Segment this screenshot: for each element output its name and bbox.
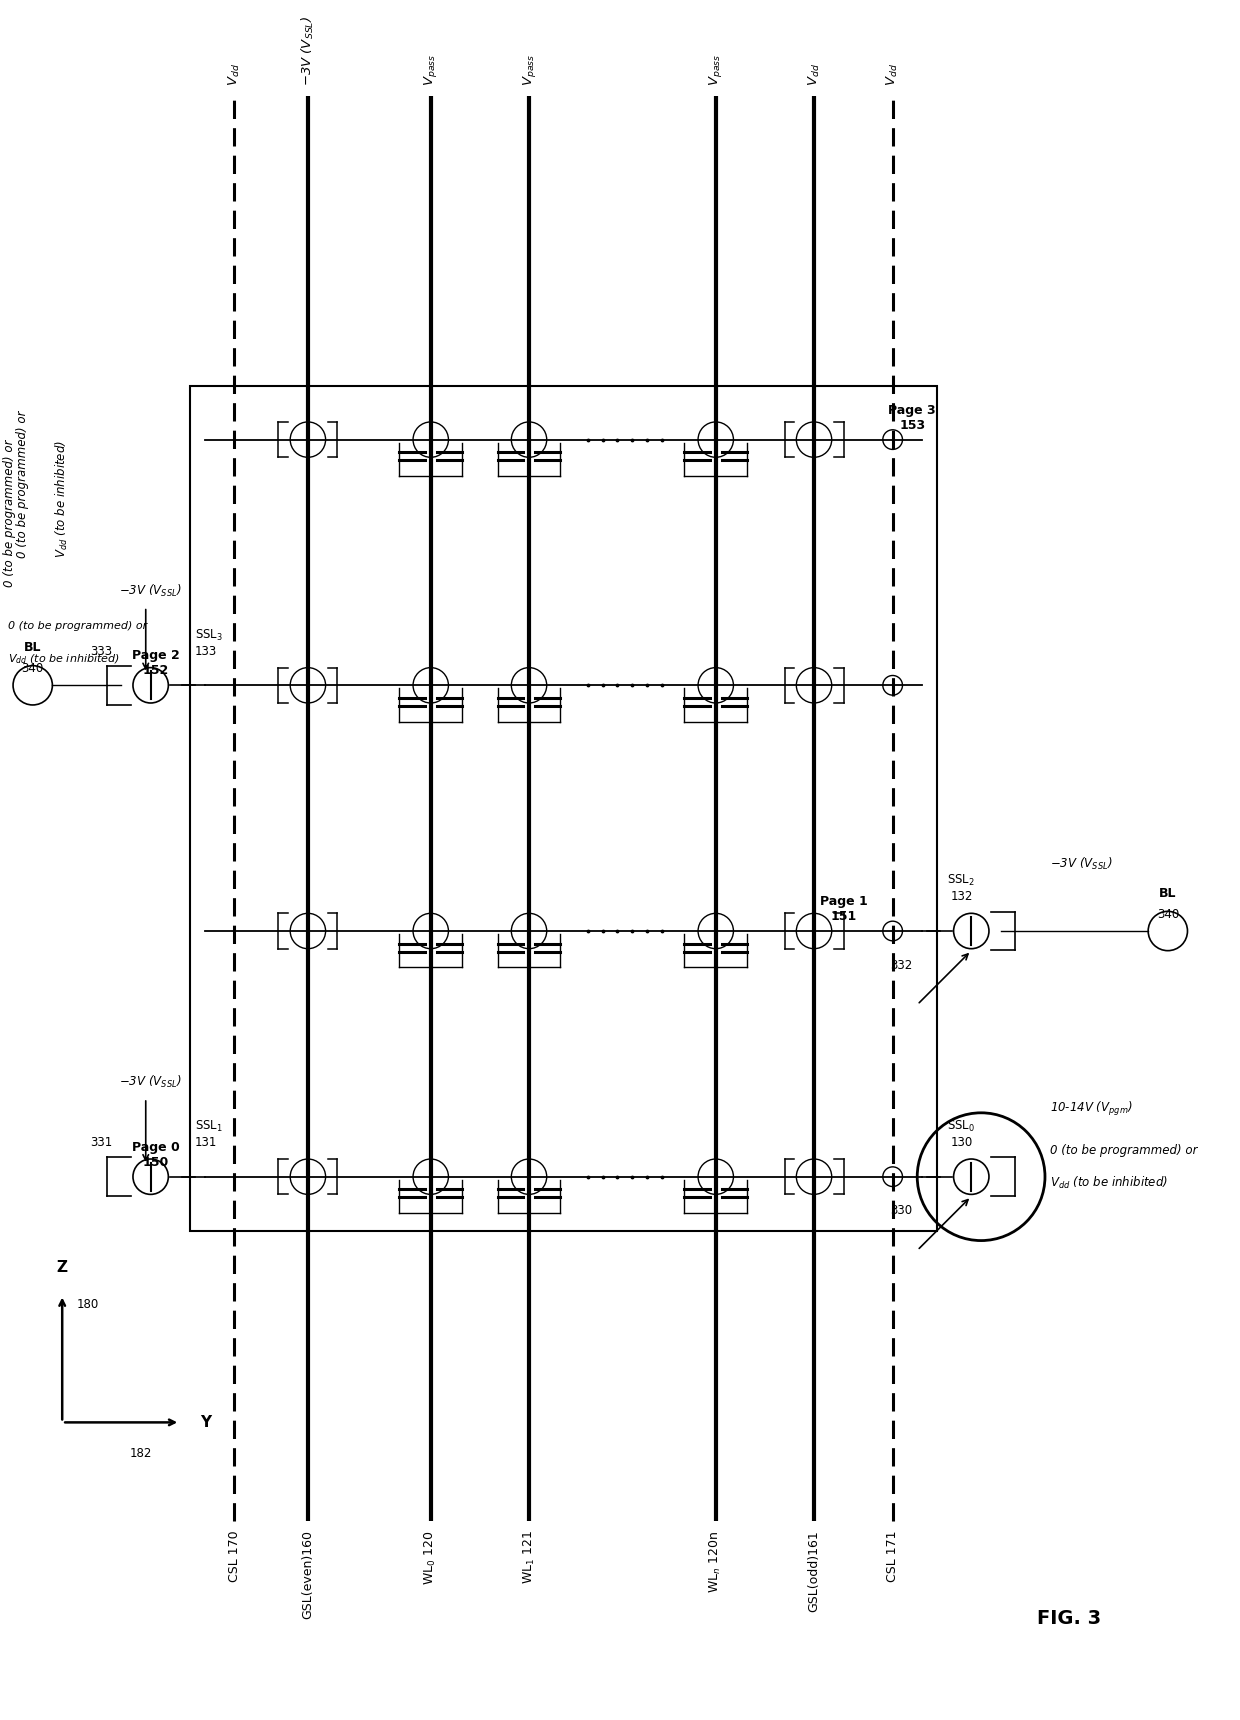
- Text: $-$3V (V$_{SSL}$): $-$3V (V$_{SSL}$): [119, 583, 182, 599]
- Bar: [190, 385, 937, 1232]
- Text: WL$_0$ 120: WL$_0$ 120: [423, 1531, 438, 1584]
- Text: FIG. 3: FIG. 3: [1038, 1610, 1101, 1629]
- Text: $-$3V (V$_{SSL}$): $-$3V (V$_{SSL}$): [119, 1073, 182, 1090]
- Text: BL: BL: [24, 642, 41, 654]
- Text: $-$3V (V$_{SSL}$): $-$3V (V$_{SSL}$): [300, 15, 316, 86]
- Text: 331: 331: [91, 1137, 113, 1149]
- Text: Page 2
152: Page 2 152: [131, 650, 180, 678]
- Text: V$_{pass}$: V$_{pass}$: [423, 53, 439, 86]
- Text: V$_{dd}$ (to be inhibited): V$_{dd}$ (to be inhibited): [55, 440, 71, 557]
- Text: V$_{dd}$ (to be inhibited): V$_{dd}$ (to be inhibited): [9, 652, 120, 666]
- Text: 180: 180: [77, 1299, 99, 1311]
- Text: V$_{dd}$: V$_{dd}$: [227, 64, 242, 86]
- Text: Page 1
151: Page 1 151: [820, 894, 868, 924]
- Text: 0 (to be programmed) or: 0 (to be programmed) or: [9, 621, 148, 631]
- Text: 332: 332: [890, 958, 913, 972]
- Text: Page 3
153: Page 3 153: [889, 404, 936, 432]
- Text: CSL 171: CSL 171: [887, 1531, 899, 1582]
- Text: V$_{dd}$: V$_{dd}$: [885, 64, 900, 86]
- Text: WL$_1$ 121: WL$_1$ 121: [522, 1531, 537, 1584]
- Text: SSL$_1$
131: SSL$_1$ 131: [195, 1120, 223, 1149]
- Text: CSL 170: CSL 170: [228, 1531, 241, 1582]
- Text: GSL(odd)161: GSL(odd)161: [807, 1531, 821, 1612]
- Text: 340: 340: [21, 662, 43, 676]
- Text: $-$3V (V$_{SSL}$): $-$3V (V$_{SSL}$): [1050, 857, 1112, 872]
- Text: SSL$_0$
130: SSL$_0$ 130: [947, 1120, 976, 1149]
- Text: Z: Z: [57, 1261, 68, 1275]
- Text: SSL$_3$
133: SSL$_3$ 133: [195, 628, 223, 657]
- Text: Page 0
150: Page 0 150: [131, 1140, 180, 1170]
- Text: V$_{pass}$: V$_{pass}$: [707, 53, 724, 86]
- Text: 0 (to be programmed) or: 0 (to be programmed) or: [1050, 1144, 1198, 1158]
- Text: 182: 182: [130, 1447, 153, 1460]
- Text: 330: 330: [890, 1204, 913, 1218]
- Text: BL: BL: [1159, 886, 1177, 900]
- Text: 333: 333: [91, 645, 113, 657]
- Text: V$_{dd}$: V$_{dd}$: [806, 64, 822, 86]
- Text: 340: 340: [1157, 908, 1179, 922]
- Text: V$_{dd}$ (to be inhibited): V$_{dd}$ (to be inhibited): [1050, 1175, 1168, 1192]
- Text: V$_{pass}$: V$_{pass}$: [521, 53, 537, 86]
- Text: SSL$_2$
132: SSL$_2$ 132: [947, 874, 976, 903]
- Text: GSL(even)160: GSL(even)160: [301, 1531, 315, 1620]
- Text: 0 (to be programmed) or: 0 (to be programmed) or: [4, 440, 16, 587]
- Text: 0 (to be programmed) or: 0 (to be programmed) or: [16, 409, 30, 557]
- Text: Y: Y: [200, 1416, 211, 1429]
- Text: 10-14V (V$_{pgm}$): 10-14V (V$_{pgm}$): [1050, 1099, 1133, 1118]
- Text: WL$_n$ 120n: WL$_n$ 120n: [708, 1531, 723, 1593]
